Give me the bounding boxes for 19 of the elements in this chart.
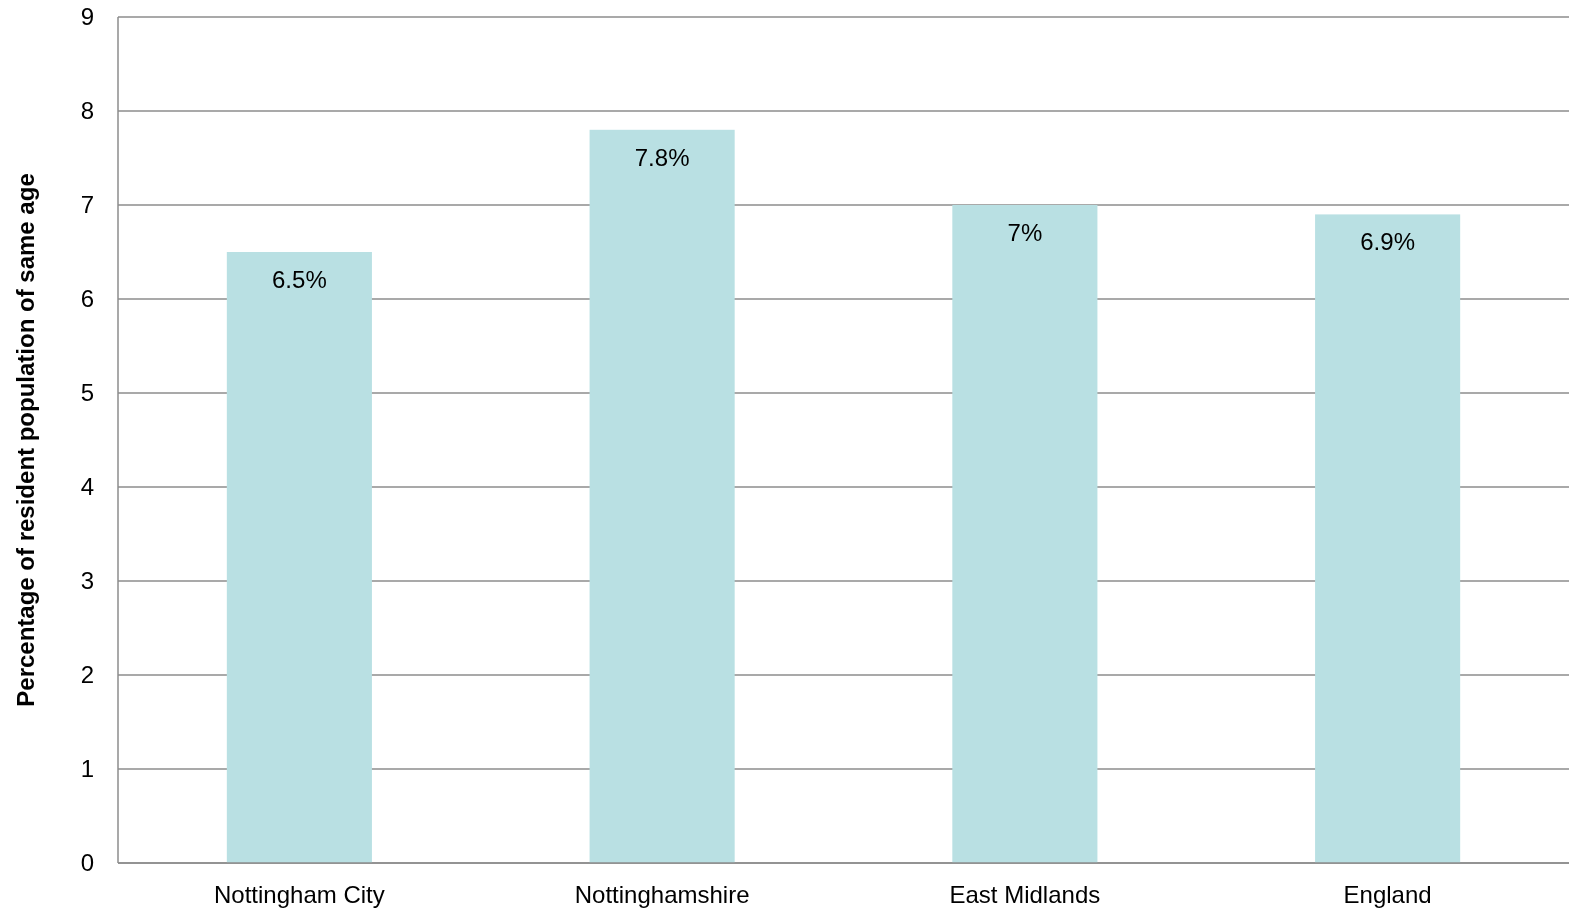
y-tick-label: 6	[80, 285, 94, 313]
y-tick-label: 5	[80, 379, 94, 407]
y-tick-label: 4	[80, 473, 94, 501]
y-tick-label: 0	[80, 849, 94, 877]
x-tick-label: Nottinghamshire	[574, 881, 750, 908]
y-tick-label: 7	[80, 191, 94, 219]
y-tick-label: 3	[80, 567, 94, 595]
y-tick-label: 9	[80, 3, 94, 31]
data-label: 6.5%	[272, 266, 327, 293]
y-tick-label: 1	[80, 755, 94, 783]
y-tick-label: 8	[80, 97, 94, 125]
data-label: 7.8%	[634, 143, 690, 171]
x-tick-label: Nottingham City	[214, 881, 385, 908]
x-tick-label: East Midlands	[949, 881, 1101, 908]
x-tick-label: England	[1343, 881, 1432, 908]
y-tick-label: 2	[80, 661, 94, 689]
y-axis-title: Percentage of resident population of same age	[12, 173, 39, 707]
data-label: 7%	[1007, 219, 1043, 246]
data-label: 6.9%	[1360, 228, 1415, 256]
